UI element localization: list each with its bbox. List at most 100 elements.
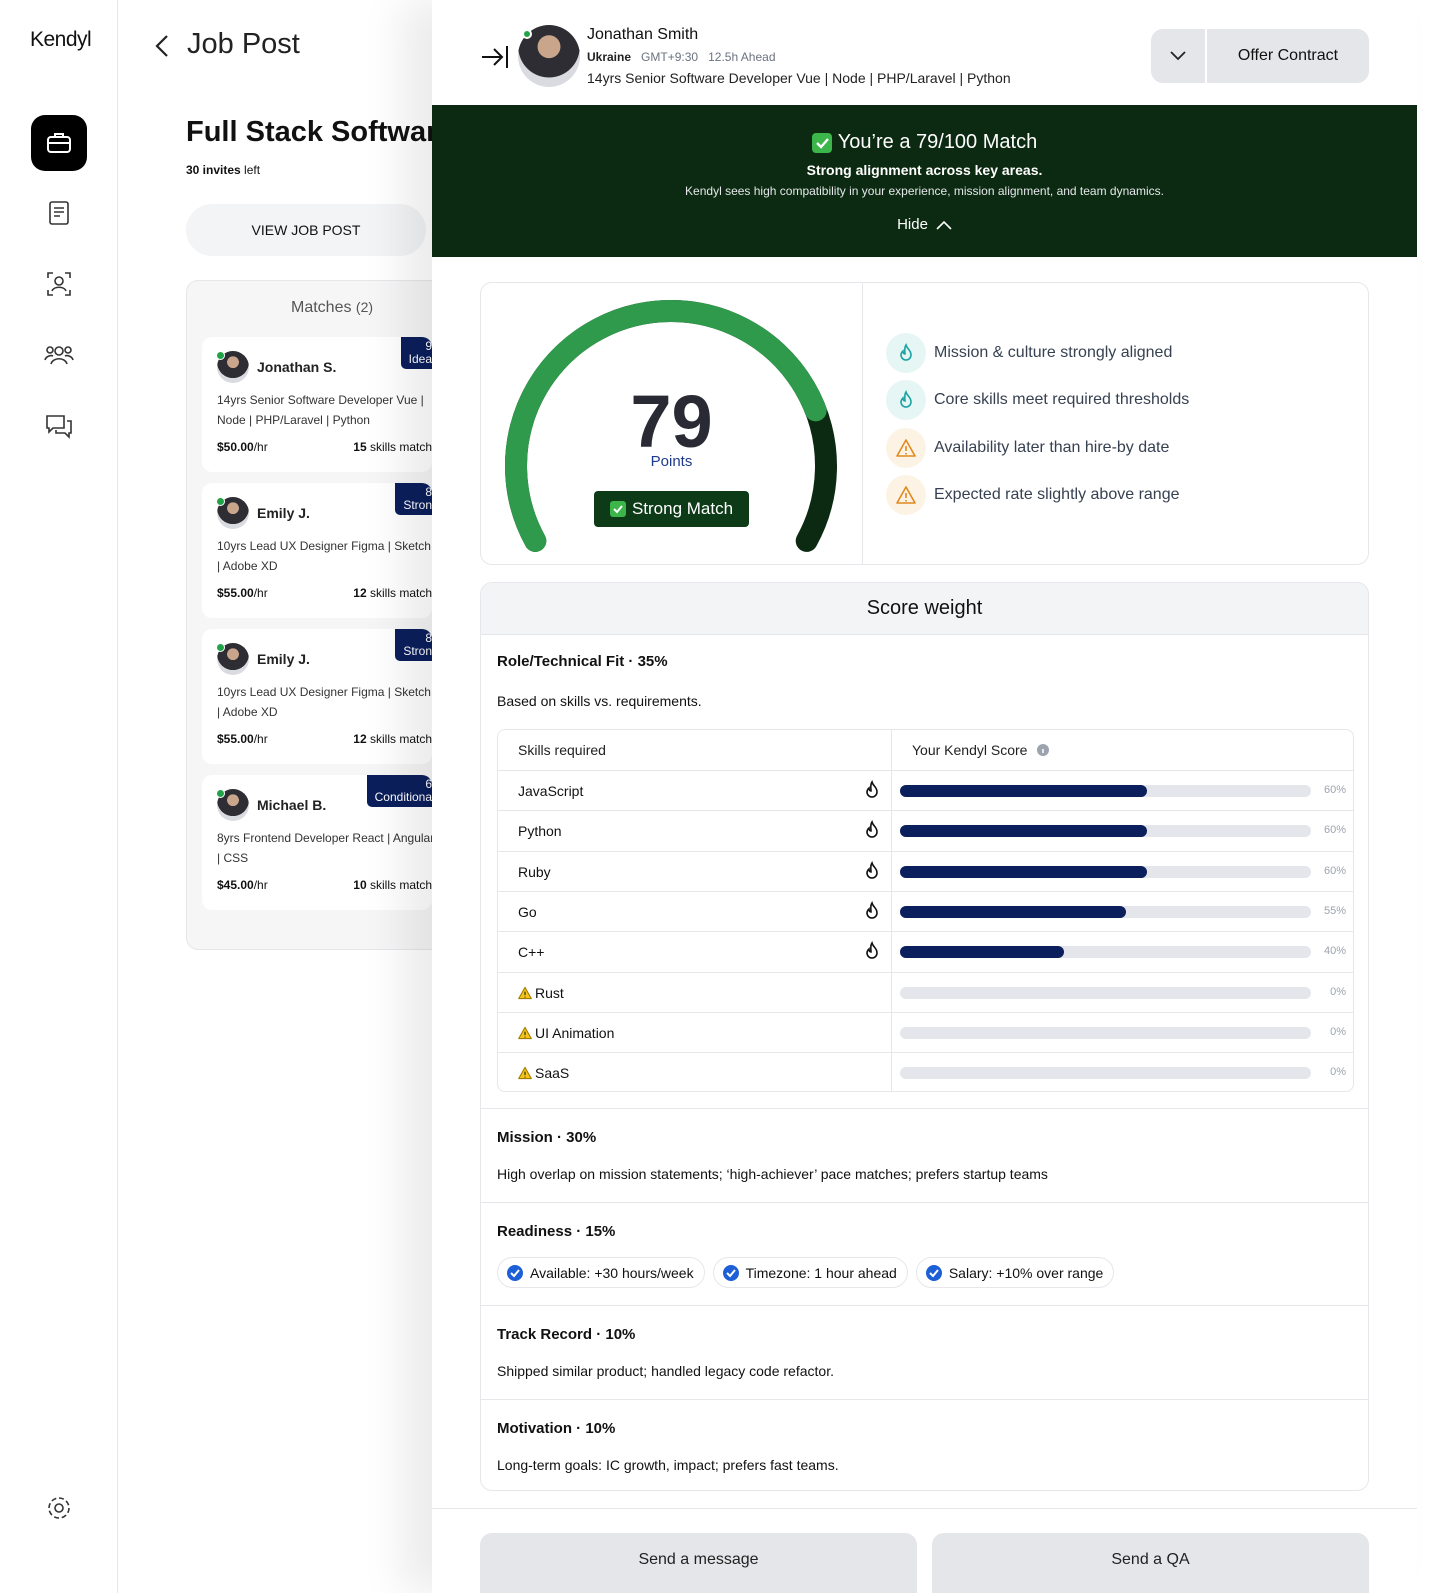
gauge <box>505 300 837 552</box>
readiness-chip: Timezone: 1 hour ahead <box>712 1257 908 1288</box>
invites-count: 30 invites <box>186 163 241 177</box>
rate: $50.00/hr <box>217 440 268 454</box>
nav-settings[interactable] <box>31 1480 87 1536</box>
flame-icon <box>862 900 882 921</box>
candidate-card[interactable]: Jonathan S. 9 Idea 14yrs Senior Software De… <box>202 337 432 472</box>
action-button[interactable]: Send a message <box>480 1533 917 1593</box>
skill-row: Python 60% <box>498 810 1353 850</box>
column-divider <box>891 730 892 1091</box>
motivation-section: Motivation · 10% Long-term goals: IC grow… <box>481 1399 1368 1490</box>
highlight: Availability later than hire-by date <box>886 427 1170 468</box>
flame-icon <box>862 780 882 800</box>
readiness-section: Readiness · 15% Available: +30 hours/week… <box>481 1202 1368 1305</box>
sidebar: Kendyl <box>0 0 118 1593</box>
banner-title: You’re a 79/100 Match <box>837 131 1038 153</box>
nav-jobs[interactable] <box>31 115 87 171</box>
check-icon <box>886 380 926 421</box>
online-dot <box>522 29 532 39</box>
skill-name: Rust <box>535 984 564 1001</box>
banner-title-row: You’re a 79/100 Match <box>432 131 1417 154</box>
rate-unit: /hr <box>253 732 268 746</box>
bar <box>900 825 1147 838</box>
candidate-name: Jonathan Smith <box>587 26 699 43</box>
rate: $55.00/hr <box>217 732 268 746</box>
match-label: Idea <box>408 352 432 366</box>
match-score: 6 <box>425 777 432 791</box>
warning-icon <box>886 474 926 515</box>
candidate-card[interactable]: Emily J. 8 Stron 10yrs Lead UX Designer Fig… <box>202 483 432 618</box>
bar-label: 60% <box>1323 784 1346 796</box>
invites-suffix: left <box>244 163 261 177</box>
skills-match: 10 skills match <box>353 878 432 892</box>
candidate-card[interactable]: Michael B. 6 Conditiona 8yrs Frontend Devel… <box>202 775 432 910</box>
mission-section: Mission · 30% High overlap on mission sta… <box>481 1108 1368 1202</box>
skill-name: JavaScript <box>518 783 584 799</box>
online-dot <box>216 789 225 798</box>
bar <box>900 785 1147 797</box>
skill-row: Rust 0% <box>498 971 1353 1012</box>
skills-count: 15 <box>353 440 367 454</box>
candidate-summary: 10yrs Lead UX Designer Figma | Sketch | … <box>217 685 431 719</box>
match-label: Stron <box>403 644 432 658</box>
skill: Go <box>518 904 537 920</box>
section-description: Shipped similar product; handled legacy … <box>497 1363 834 1379</box>
skill: UI Animation <box>518 1025 614 1041</box>
bar-label: 55% <box>1323 904 1346 917</box>
rate: $55.00/hr <box>217 586 268 600</box>
skill-row: SaaS 0% <box>498 1052 1353 1091</box>
offer-dropdown[interactable] <box>1151 29 1207 83</box>
candidate-name: Emily J. <box>257 651 310 667</box>
skill: JavaScript <box>518 783 583 799</box>
nav-team[interactable] <box>31 327 87 383</box>
match-label: Stron <box>403 498 432 512</box>
offer-group: Offer Contract <box>1151 29 1369 83</box>
collapse-icon[interactable] <box>480 44 510 70</box>
logo[interactable]: Kendyl <box>30 28 92 51</box>
warning-icon <box>518 1026 532 1040</box>
section-description: Long-term goals: IC growth, impact; pref… <box>497 1457 839 1473</box>
nav-docs[interactable] <box>31 185 87 241</box>
match-badge: 8 Stron <box>395 629 432 661</box>
skills-match: 15 skills match <box>353 440 432 454</box>
rate-unit: /hr <box>253 586 268 600</box>
skill-row: UI Animation 0% <box>498 1011 1353 1052</box>
chip-text: Available: +30 hours/week <box>530 1264 694 1281</box>
match-banner: You’re a 79/100 Match Strong alignment a… <box>432 105 1417 257</box>
nav-profile[interactable] <box>31 256 87 312</box>
flame-icon <box>862 820 882 840</box>
online-dot <box>216 497 225 506</box>
skills-match: 12 skills match <box>353 732 432 746</box>
warning-icon <box>886 427 926 468</box>
skill-name: Python <box>518 823 562 840</box>
gauge-value <box>505 300 827 552</box>
highlight-text: Mission & culture strongly aligned <box>934 344 1173 361</box>
bar-label: 0% <box>1330 1066 1346 1079</box>
footer-divider <box>432 1508 1417 1509</box>
readiness-chip: Available: +30 hours/week <box>497 1257 705 1288</box>
action-button[interactable]: Send a QA <box>932 1533 1369 1593</box>
match-badge: 8 Stron <box>395 483 432 515</box>
highlight-text: Availability later than hire-by date <box>934 438 1170 456</box>
candidate-card[interactable]: Emily J. 8 Stron 10yrs Lead UX Designer Fig… <box>202 629 432 764</box>
info-icon[interactable] <box>1036 743 1050 757</box>
nav-messages[interactable] <box>31 398 87 454</box>
skill-name: UI Animation <box>535 1024 615 1041</box>
col-score: Your Kendyl Score <box>912 742 1028 758</box>
offer-button[interactable]: Offer Contract <box>1237 47 1339 64</box>
skill: Python <box>518 823 562 839</box>
table-header: Skills required Your Kendyl Score <box>498 730 1353 770</box>
skill: Ruby <box>518 864 551 880</box>
verdict: Strong Match <box>631 499 734 518</box>
warning-icon <box>518 986 532 1000</box>
section-title: Mission · 30% <box>497 1129 597 1146</box>
skill: SaaS <box>518 1065 569 1081</box>
view-job-button[interactable]: VIEW JOB POST <box>186 204 426 256</box>
flame-icon <box>862 860 882 881</box>
hide-toggle[interactable]: Hide <box>432 216 1417 233</box>
banner-subtitle: Strong alignment across key areas. <box>806 162 1043 178</box>
skill-row: Go 55% <box>498 890 1353 931</box>
candidate-summary: 8yrs Frontend Developer React | Angular … <box>217 831 432 865</box>
online-dot <box>216 351 225 360</box>
back-icon[interactable] <box>152 33 172 59</box>
